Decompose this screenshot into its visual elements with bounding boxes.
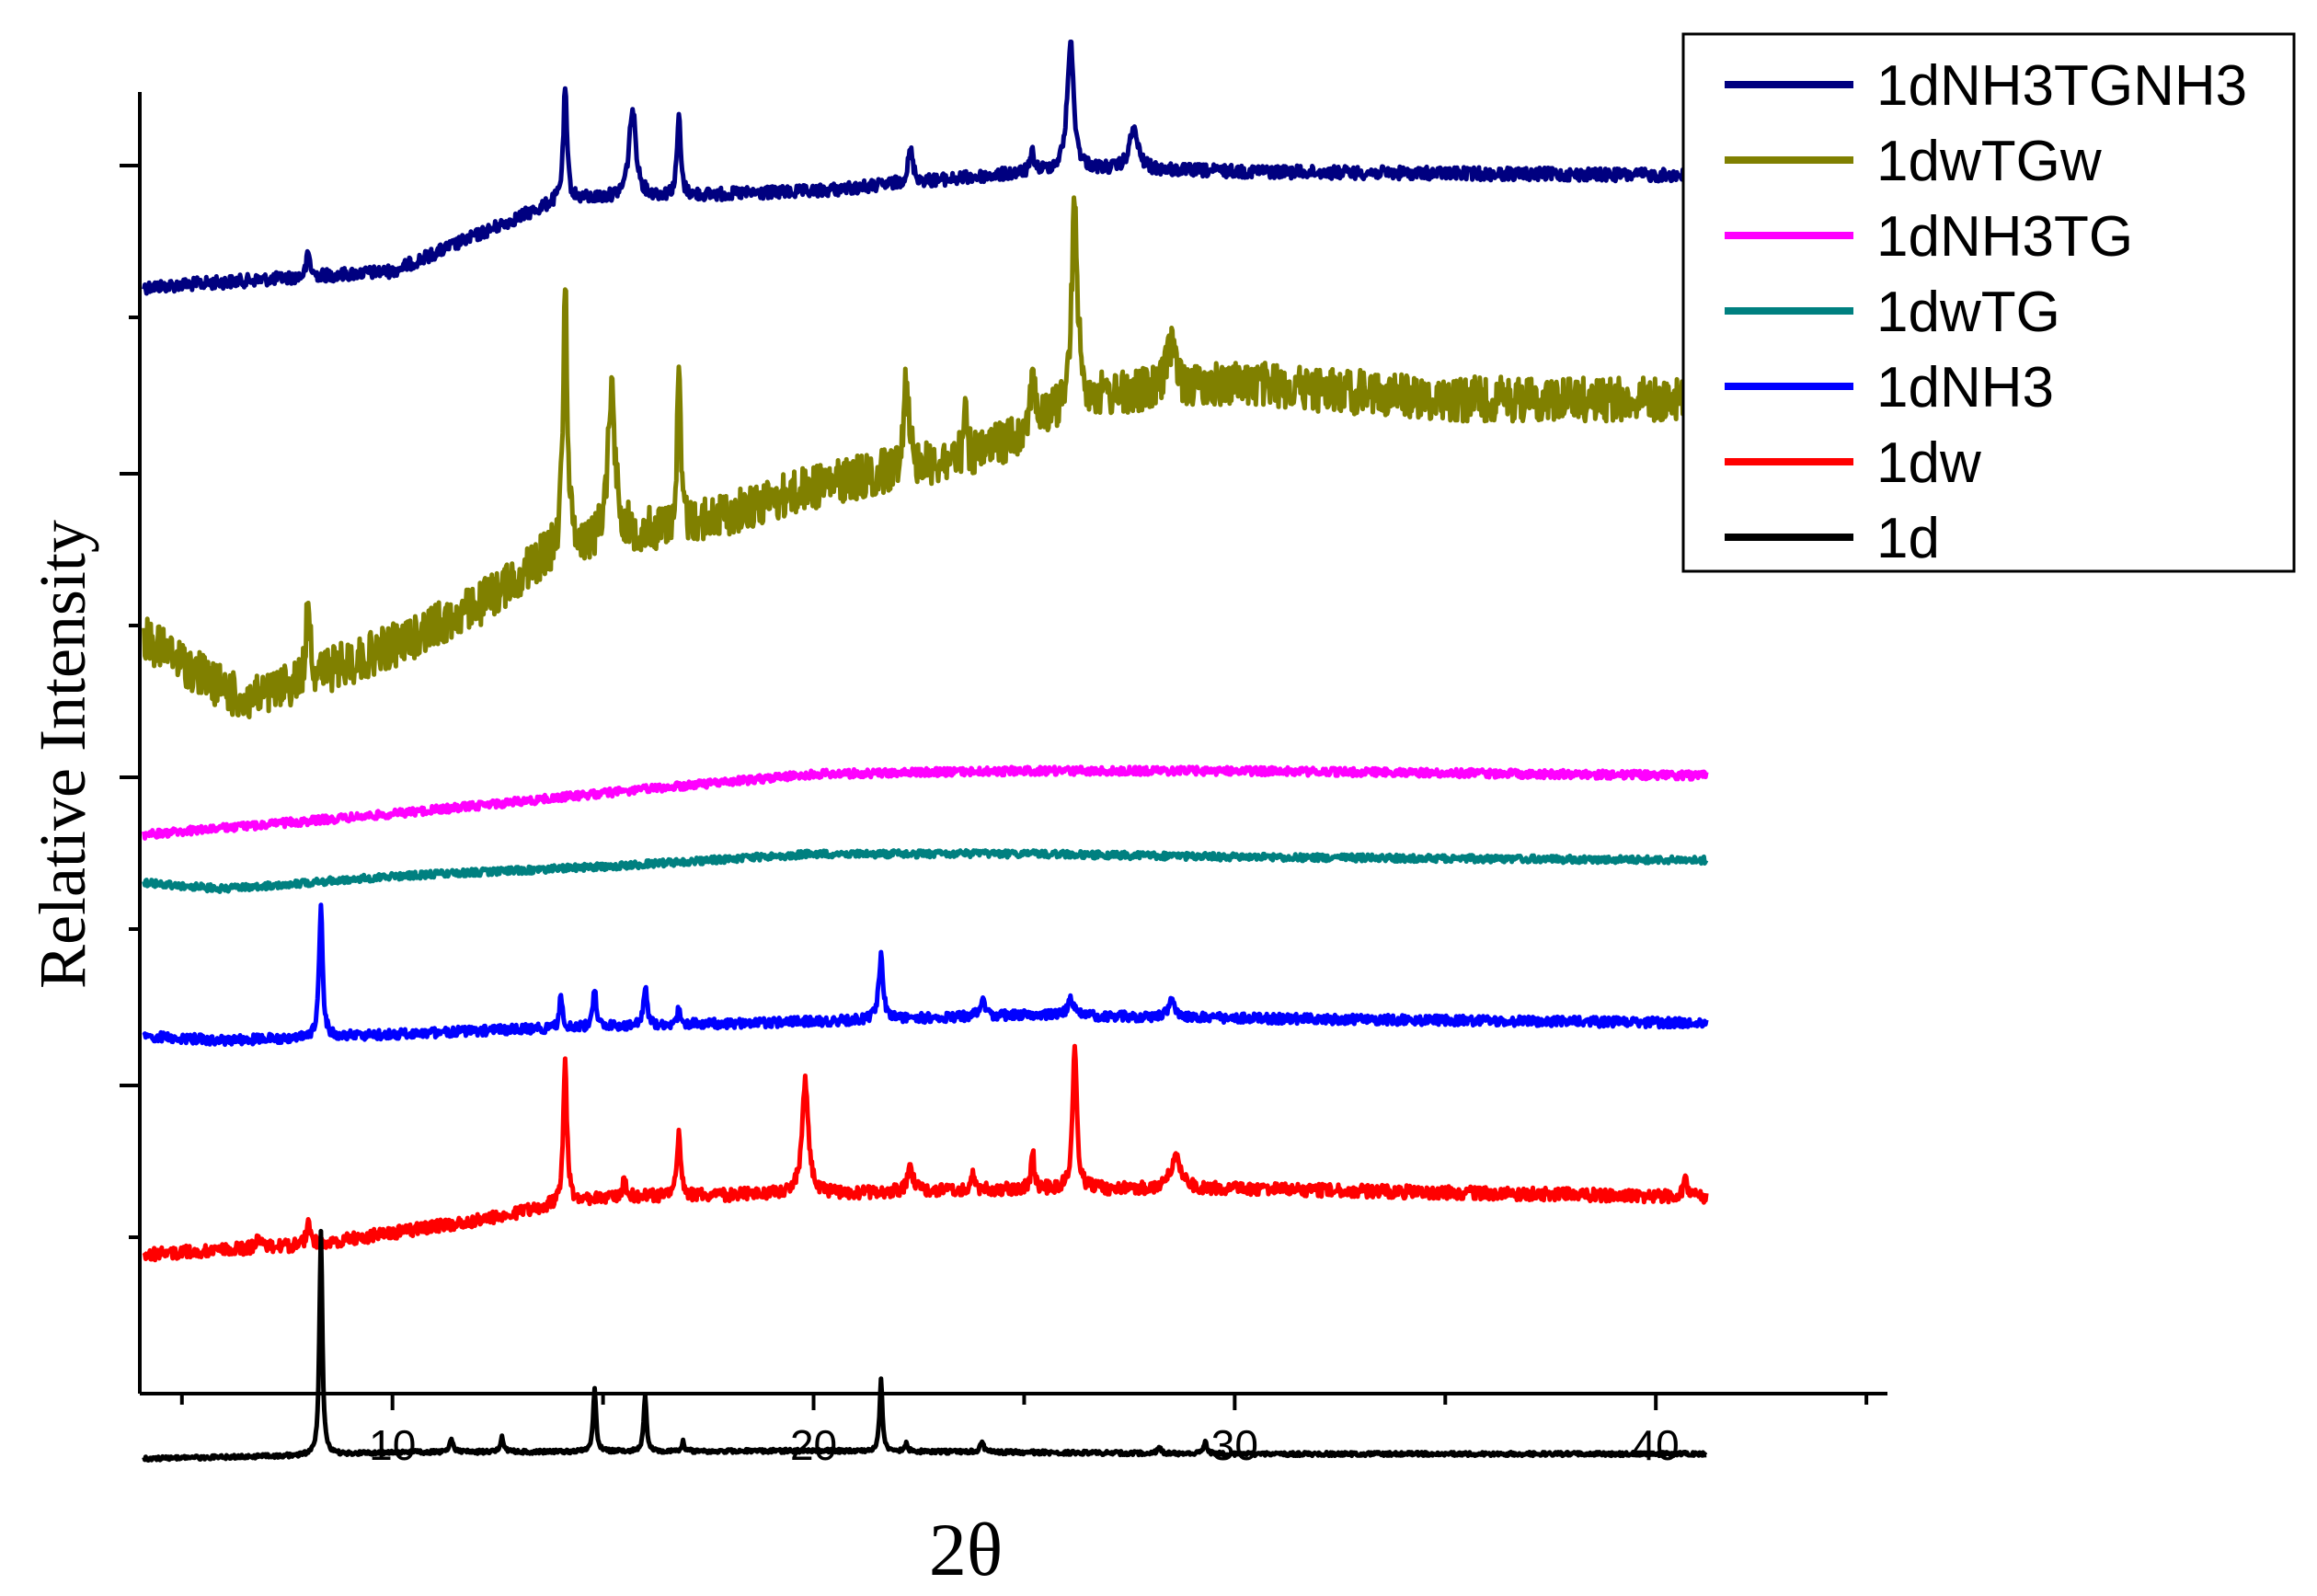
legend-box [1681, 32, 2296, 573]
series-line-2 [142, 764, 1709, 841]
series-line-3 [142, 847, 1709, 894]
series-line-5 [142, 1043, 1709, 1263]
x-axis-title: 2θ [929, 1508, 1003, 1591]
legend-label-0: 1dNH3TGNH3 [1876, 54, 2247, 118]
legend: 1dNH3TGNH3 1dwTGw 1dNH3TG 1dwTG 1dNH3 1dw 1d [1681, 32, 2296, 573]
y-axis-title: Relative Intensity [26, 520, 99, 989]
legend-label-5: 1dw [1876, 431, 1981, 495]
x-tick-label: 30 [1211, 1421, 1258, 1469]
x-tick-label: 20 [790, 1421, 837, 1469]
series-line-0 [142, 40, 1708, 296]
series-line-1 [142, 195, 1709, 719]
series-line-6 [142, 1228, 1708, 1463]
legend-label-2: 1dNH3TG [1876, 205, 2133, 269]
legend-label-6: 1d [1876, 507, 1940, 570]
x-tick-label: 40 [1633, 1421, 1680, 1469]
legend-label-1: 1dwTGw [1876, 130, 2102, 193]
series-curves [142, 40, 1709, 1463]
x-tick-label: 10 [369, 1421, 416, 1469]
axes: 10 20 30 40 [120, 92, 1887, 1469]
legend-label-3: 1dwTG [1876, 281, 2060, 344]
series-line-4 [142, 902, 1709, 1048]
legend-label-4: 1dNH3 [1876, 356, 2054, 419]
